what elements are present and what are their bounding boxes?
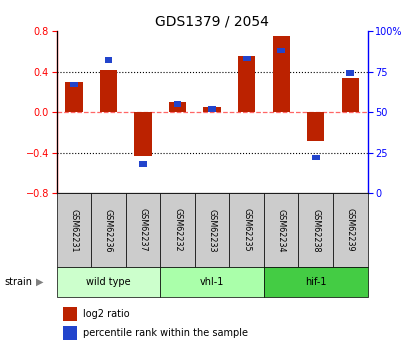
Text: strain: strain: [4, 277, 32, 287]
Text: log2 ratio: log2 ratio: [83, 309, 130, 319]
Bar: [229, 193, 264, 267]
Bar: [341, 78, 359, 112]
Text: GSM62239: GSM62239: [346, 208, 355, 252]
Bar: [160, 193, 195, 267]
Bar: [57, 193, 91, 267]
Bar: [208, 106, 216, 112]
Bar: [57, 267, 160, 297]
Text: hif-1: hif-1: [305, 277, 326, 287]
Text: percentile rank within the sample: percentile rank within the sample: [83, 328, 248, 338]
Bar: [126, 193, 160, 267]
Text: GSM62233: GSM62233: [207, 208, 217, 252]
Title: GDS1379 / 2054: GDS1379 / 2054: [155, 14, 269, 29]
Bar: [160, 267, 264, 297]
Bar: [100, 70, 117, 112]
Bar: [66, 82, 83, 112]
Text: GSM62237: GSM62237: [139, 208, 147, 252]
Text: GSM62235: GSM62235: [242, 208, 251, 252]
Text: ▶: ▶: [36, 277, 44, 287]
Bar: [346, 70, 354, 76]
Bar: [277, 48, 285, 53]
Bar: [63, 326, 77, 339]
Bar: [70, 82, 78, 87]
Text: vhl-1: vhl-1: [200, 277, 224, 287]
Bar: [195, 193, 229, 267]
Bar: [174, 101, 181, 107]
Text: GSM62232: GSM62232: [173, 208, 182, 252]
Text: GSM62231: GSM62231: [69, 208, 79, 252]
Text: GSM62238: GSM62238: [311, 208, 320, 252]
Bar: [134, 112, 152, 156]
Text: GSM62234: GSM62234: [277, 208, 286, 252]
Bar: [169, 102, 186, 112]
Bar: [238, 56, 255, 112]
Text: GSM62236: GSM62236: [104, 208, 113, 252]
Text: wild type: wild type: [86, 277, 131, 287]
Bar: [307, 112, 324, 140]
Bar: [264, 193, 299, 267]
Bar: [333, 193, 368, 267]
Bar: [91, 193, 126, 267]
Bar: [264, 267, 368, 297]
Bar: [105, 58, 113, 63]
Bar: [243, 56, 250, 61]
Bar: [139, 161, 147, 167]
Bar: [312, 155, 320, 160]
Bar: [63, 307, 77, 321]
Bar: [299, 193, 333, 267]
Bar: [273, 36, 290, 112]
Bar: [203, 107, 221, 112]
